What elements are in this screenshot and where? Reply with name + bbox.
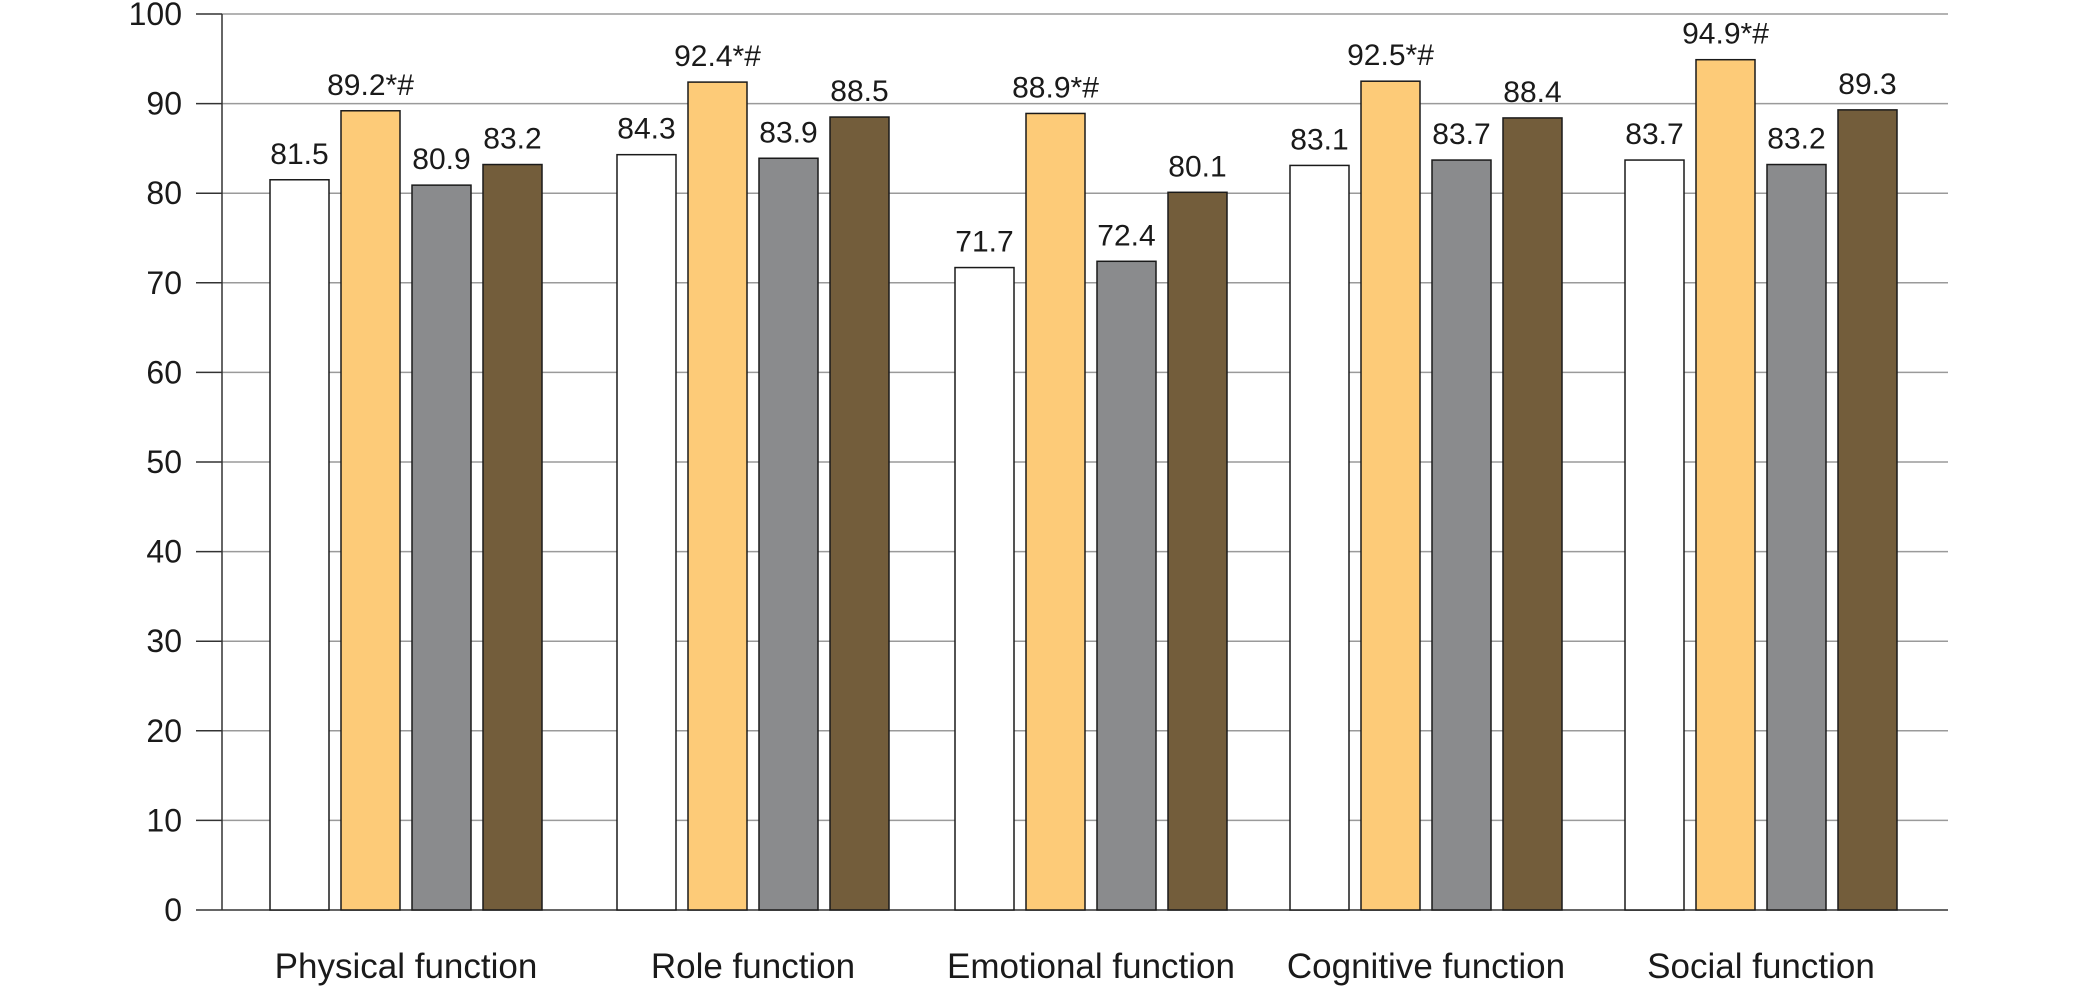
bar [829,116,890,911]
bar [687,81,748,911]
data-label: 83.2 [483,123,541,156]
y-tick-label: 20 [146,713,182,749]
category-labels: Physical function Role function Emotional … [275,947,1875,986]
bar [340,110,401,911]
bar [1431,159,1492,911]
category-label: Social function [1647,947,1875,986]
bar [1624,159,1685,911]
category-label: Role function [651,947,855,986]
bar [269,179,330,911]
bar [1837,109,1898,911]
axes: 0 10 20 30 40 50 60 70 80 90 100 [129,0,1948,928]
bar [411,184,472,911]
category-label: Emotional function [947,947,1235,986]
data-label: 83.7 [1625,118,1683,151]
y-tick-label: 100 [129,0,182,32]
bar [1360,80,1421,911]
data-label: 94.9*# [1682,18,1769,51]
y-tick-label: 0 [164,892,182,928]
data-label: 80.1 [1168,150,1226,183]
category-label: Cognitive function [1287,947,1565,986]
data-label: 88.5 [830,75,888,108]
y-tick-label: 60 [146,354,182,390]
y-tick-label: 80 [146,175,182,211]
bar [1289,164,1350,911]
data-label: 80.9 [412,143,470,176]
bar [482,163,543,911]
bar [758,157,819,911]
data-label: 92.4*# [674,40,761,73]
y-tick-label: 30 [146,623,182,659]
data-label: 72.4 [1097,219,1155,252]
y-tick-label: 70 [146,265,182,301]
data-label: 71.7 [955,226,1013,259]
data-label: 84.3 [617,113,675,146]
bar [616,153,677,911]
data-labels: 81.5 89.2*# 80.9 83.2 84.3 92.4*# 83.9 88.5 71.7… [270,18,1896,259]
data-label: 83.2 [1767,123,1825,156]
y-tick-label: 10 [146,802,182,838]
bar [1502,117,1563,911]
bar [954,266,1015,911]
bar [1695,58,1756,911]
data-label: 92.5*# [1347,39,1434,72]
data-label: 83.1 [1290,123,1348,156]
y-tick-label: 50 [146,444,182,480]
bar [1766,163,1827,911]
bar [1096,260,1157,911]
data-label: 89.3 [1838,68,1896,101]
y-tick-label: 40 [146,534,182,570]
category-label: Physical function [275,947,538,986]
data-label: 88.4 [1503,76,1561,109]
data-label: 81.5 [270,138,328,171]
data-label: 89.2*# [327,69,414,102]
data-label: 83.9 [759,116,817,149]
y-tick-label: 90 [146,86,182,122]
bar [1025,112,1086,911]
bar [1167,191,1228,911]
data-label: 88.9*# [1012,71,1099,104]
data-label: 83.7 [1432,118,1490,151]
bars [269,58,1898,911]
